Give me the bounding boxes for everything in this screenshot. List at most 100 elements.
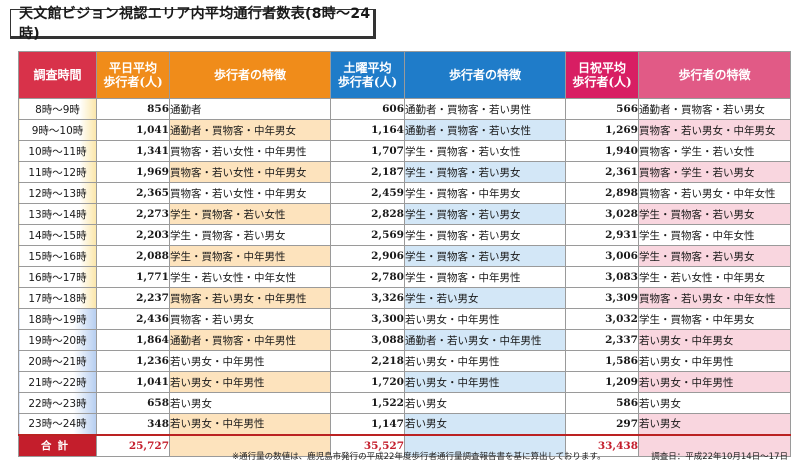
weekday-count: 856 <box>96 98 170 120</box>
table-row: 23時～24時 348 若い男女・中年男性 1,147 若い男女 297 若い男女 <box>18 413 791 435</box>
header-holiday-avg: 日祝平均 歩行者(人) <box>565 51 639 99</box>
weekday-count: 1,236 <box>96 350 170 372</box>
weekday-features: 買物客・若い男女 <box>169 308 331 330</box>
holiday-count: 1,269 <box>565 119 639 141</box>
header-weekday-avg-line1: 平日平均 <box>108 61 157 75</box>
saturday-count: 2,187 <box>330 161 405 183</box>
weekday-features: 買物客・若い男女・中年男性 <box>169 287 331 309</box>
total-saturday: 35,527 <box>330 433 405 457</box>
weekday-count: 2,273 <box>96 203 170 225</box>
weekday-count: 1,771 <box>96 266 170 288</box>
header-weekday-features: 歩行者の特徴 <box>169 51 331 99</box>
saturday-count: 1,164 <box>330 119 405 141</box>
table-row: 11時～12時 1,969 買物客・若い女性・中年男女 2,187 学生・買物客・若い男… <box>18 161 791 183</box>
table-row: 21時～22時 1,041 若い男女・中年男性 1,720 若い男女・中年男性 1,209… <box>18 371 791 393</box>
weekday-features: 若い男女 <box>169 392 331 414</box>
weekday-count: 2,365 <box>96 182 170 204</box>
saturday-count: 1,707 <box>330 140 405 162</box>
time-cell: 16時～17時 <box>18 266 97 288</box>
holiday-features: 学生・買物客・若い男女 <box>638 245 791 267</box>
time-cell: 12時～13時 <box>18 182 97 204</box>
weekday-features: 買物客・若い女性・中年男女 <box>169 182 331 204</box>
saturday-features: 学生・買物客・中年男性 <box>404 266 566 288</box>
holiday-count: 1,209 <box>565 371 639 393</box>
holiday-features: 若い男女・中年男性 <box>638 350 791 372</box>
weekday-features: 学生・買物客・若い女性 <box>169 203 331 225</box>
saturday-features: 学生・若い男女 <box>404 287 566 309</box>
header-time: 調査時間 <box>18 51 97 99</box>
page-title: 天文館ビジョン視認エリア内平均通行者数表(8時～24時) <box>10 6 376 42</box>
saturday-features: 若い男女・中年男性 <box>404 371 566 393</box>
time-cell: 15時～16時 <box>18 245 97 267</box>
holiday-features: 若い男女・中年男性 <box>638 371 791 393</box>
saturday-count: 1,720 <box>330 371 405 393</box>
time-cell: 11時～12時 <box>18 161 97 183</box>
saturday-features: 若い男女・中年男性 <box>404 308 566 330</box>
holiday-features: 買物客・若い男女・中年女性 <box>638 287 791 309</box>
weekday-count: 1,041 <box>96 371 170 393</box>
weekday-features: 買物客・若い女性・中年男性 <box>169 140 331 162</box>
time-cell: 19時～20時 <box>18 329 97 351</box>
holiday-count: 297 <box>565 413 639 435</box>
saturday-count: 3,088 <box>330 329 405 351</box>
holiday-features: 学生・若い女性・中年男女 <box>638 266 791 288</box>
table-row: 17時～18時 2,237 買物客・若い男女・中年男性 3,326 学生・若い男女 3,3… <box>18 287 791 309</box>
survey-date: 調査日：平成22年10月14日～17日 <box>651 452 788 462</box>
header-holiday-avg-line2: 歩行者(人) <box>572 75 632 89</box>
holiday-count: 3,028 <box>565 203 639 225</box>
holiday-count: 1,940 <box>565 140 639 162</box>
weekday-count: 2,203 <box>96 224 170 246</box>
weekday-features: 若い男女・中年男性 <box>169 371 331 393</box>
holiday-count: 3,309 <box>565 287 639 309</box>
time-cell: 22時～23時 <box>18 392 97 414</box>
table-row: 22時～23時 658 若い男女 1,522 若い男女 586 若い男女 <box>18 392 791 414</box>
saturday-features: 若い男女・中年男性 <box>404 350 566 372</box>
time-cell: 21時～22時 <box>18 371 97 393</box>
table-row: 13時～14時 2,273 学生・買物客・若い女性 2,828 学生・買物客・若い男女 3… <box>18 203 791 225</box>
time-cell: 14時～15時 <box>18 224 97 246</box>
total-weekday-blank <box>169 433 331 457</box>
time-cell: 8時～9時 <box>18 98 97 120</box>
holiday-features: 学生・買物客・中年女性 <box>638 224 791 246</box>
header-saturday-avg-line1: 土曜平均 <box>343 61 392 75</box>
table-row: 14時～15時 2,203 学生・買物客・若い男女 2,569 学生・買物客・若い男女 2… <box>18 224 791 246</box>
time-cell: 23時～24時 <box>18 413 97 435</box>
weekday-features: 通勤者・買物客・中年男性 <box>169 329 331 351</box>
saturday-count: 3,326 <box>330 287 405 309</box>
pedestrian-table: 調査時間 平日平均 歩行者(人) 歩行者の特徴 土曜平均 歩行者(人) 歩行者の… <box>18 51 791 457</box>
holiday-count: 3,032 <box>565 308 639 330</box>
saturday-features: 若い男女 <box>404 392 566 414</box>
time-cell: 18時～19時 <box>18 308 97 330</box>
table-row: 15時～16時 2,088 学生・買物客・中年男性 2,906 学生・買物客・若い男女 3… <box>18 245 791 267</box>
saturday-features: 学生・買物客・若い男女 <box>404 161 566 183</box>
weekday-features: 買物客・若い女性・中年男女 <box>169 161 331 183</box>
weekday-features: 学生・買物客・若い男女 <box>169 224 331 246</box>
weekday-count: 1,969 <box>96 161 170 183</box>
holiday-features: 若い男女・中年男女 <box>638 329 791 351</box>
table-header-row: 調査時間 平日平均 歩行者(人) 歩行者の特徴 土曜平均 歩行者(人) 歩行者の… <box>18 51 791 99</box>
weekday-features: 若い男女・中年男性 <box>169 413 331 435</box>
total-holiday-blank <box>638 433 791 457</box>
weekday-count: 348 <box>96 413 170 435</box>
saturday-count: 2,218 <box>330 350 405 372</box>
saturday-features: 学生・買物客・若い男女 <box>404 245 566 267</box>
weekday-count: 2,088 <box>96 245 170 267</box>
total-label: 合計 <box>18 433 97 457</box>
saturday-features: 若い男女 <box>404 413 566 435</box>
table-row: 20時～21時 1,236 若い男女・中年男性 2,218 若い男女・中年男性 1,586… <box>18 350 791 372</box>
holiday-count: 586 <box>565 392 639 414</box>
holiday-count: 2,898 <box>565 182 639 204</box>
holiday-features: 若い男女 <box>638 413 791 435</box>
header-weekday-avg-line2: 歩行者(人) <box>103 75 163 89</box>
weekday-features: 通勤者・買物客・中年男女 <box>169 119 331 141</box>
holiday-count: 3,006 <box>565 245 639 267</box>
table-row: 12時～13時 2,365 買物客・若い女性・中年男女 2,459 学生・買物客・中年男… <box>18 182 791 204</box>
weekday-count: 2,436 <box>96 308 170 330</box>
header-saturday-features: 歩行者の特徴 <box>404 51 566 99</box>
weekday-count: 1,341 <box>96 140 170 162</box>
table-body: 8時～9時 856 通勤者 606 通勤者・買物客・若い男性 566 通勤者・買物客・若い男… <box>18 98 791 435</box>
weekday-features: 通勤者 <box>169 98 331 120</box>
weekday-features: 学生・買物客・中年男性 <box>169 245 331 267</box>
header-saturday-avg: 土曜平均 歩行者(人) <box>330 51 405 99</box>
holiday-count: 2,931 <box>565 224 639 246</box>
